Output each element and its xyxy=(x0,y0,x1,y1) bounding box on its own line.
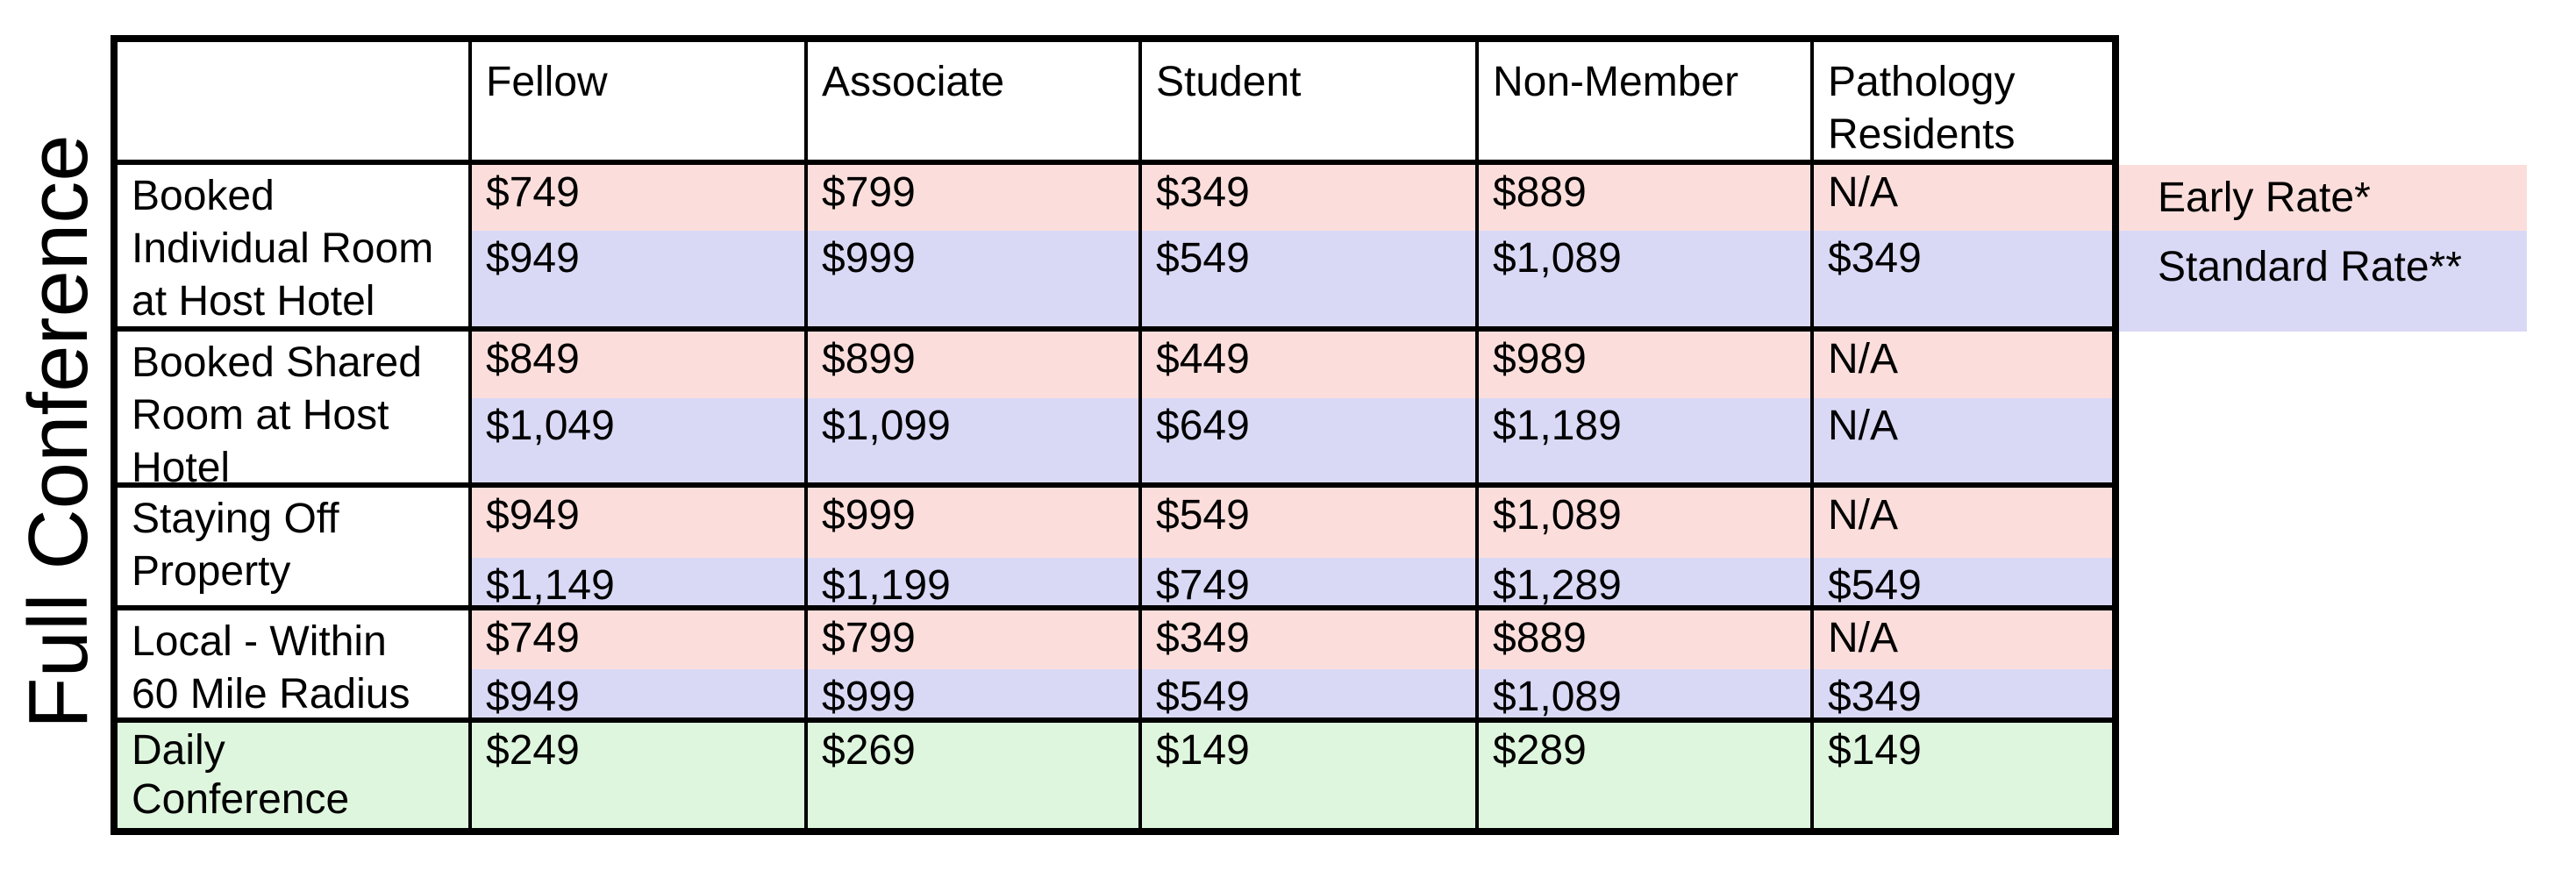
price-cell: $549 xyxy=(1142,231,1479,332)
price-cell: $149 xyxy=(1142,723,1479,828)
price-cell: $889 xyxy=(1479,165,1814,231)
price-cell: $289 xyxy=(1479,723,1814,828)
price-cell: $749 xyxy=(472,610,808,669)
price-cell: $249 xyxy=(472,723,808,828)
price-cell: $549 xyxy=(1814,558,2112,610)
price-cell: $1,089 xyxy=(1479,669,1814,723)
price-cell: $149 xyxy=(1814,723,2112,828)
price-cell: $269 xyxy=(808,723,1142,828)
price-cell: $1,099 xyxy=(808,398,1142,488)
header-cell-non-member: Non-Member xyxy=(1479,42,1814,165)
price-cell: N/A xyxy=(1814,610,2112,669)
header-cell-associate: Associate xyxy=(808,42,1142,165)
header-cell-fellow: Fellow xyxy=(472,42,808,165)
table-corner-cell xyxy=(118,42,472,165)
pricing-table: Fellow Associate Student Non-Member Path… xyxy=(111,35,2119,835)
price-cell: $999 xyxy=(808,488,1142,558)
price-cell: $749 xyxy=(472,165,808,231)
price-cell: $549 xyxy=(1142,669,1479,723)
row-label-local-60-mile: Local - Within 60 Mile Radius xyxy=(118,610,472,723)
row-label-booked-individual-room: Booked Individual Room at Host Hotel xyxy=(118,165,472,332)
legend-early-rate: Early Rate* xyxy=(2119,165,2527,231)
header-cell-pathology-residents: Pathology Residents xyxy=(1814,42,2112,165)
row-label-daily-conference: Daily Conference xyxy=(118,723,472,828)
price-cell: $349 xyxy=(1142,610,1479,669)
price-cell: N/A xyxy=(1814,165,2112,231)
price-cell: $999 xyxy=(808,669,1142,723)
row-label-booked-shared-room: Booked Shared Room at Host Hotel xyxy=(118,332,472,488)
price-cell: $1,289 xyxy=(1479,558,1814,610)
price-cell: $889 xyxy=(1479,610,1814,669)
price-cell: N/A xyxy=(1814,488,2112,558)
price-cell: $1,199 xyxy=(808,558,1142,610)
price-cell: $449 xyxy=(1142,332,1479,398)
price-cell: $349 xyxy=(1814,231,2112,332)
price-cell: $649 xyxy=(1142,398,1479,488)
price-cell: $989 xyxy=(1479,332,1814,398)
price-cell: $1,089 xyxy=(1479,488,1814,558)
full-conference-side-label: Full Conference xyxy=(11,134,105,729)
legend-standard-rate: Standard Rate** xyxy=(2119,231,2527,332)
price-cell: $1,189 xyxy=(1479,398,1814,488)
price-cell: $349 xyxy=(1814,669,2112,723)
price-cell: $1,089 xyxy=(1479,231,1814,332)
price-cell: $949 xyxy=(472,488,808,558)
row-label-staying-off-property: Staying Off Property xyxy=(118,488,472,610)
price-cell: $799 xyxy=(808,610,1142,669)
price-cell: $799 xyxy=(808,165,1142,231)
header-cell-student: Student xyxy=(1142,42,1479,165)
price-cell: $749 xyxy=(1142,558,1479,610)
price-cell: $1,049 xyxy=(472,398,808,488)
price-cell: $349 xyxy=(1142,165,1479,231)
price-cell: N/A xyxy=(1814,332,2112,398)
price-cell: $549 xyxy=(1142,488,1479,558)
price-cell: N/A xyxy=(1814,398,2112,488)
price-cell: $849 xyxy=(472,332,808,398)
price-cell: $1,149 xyxy=(472,558,808,610)
price-cell: $899 xyxy=(808,332,1142,398)
price-cell: $949 xyxy=(472,669,808,723)
price-cell: $949 xyxy=(472,231,808,332)
price-cell: $999 xyxy=(808,231,1142,332)
